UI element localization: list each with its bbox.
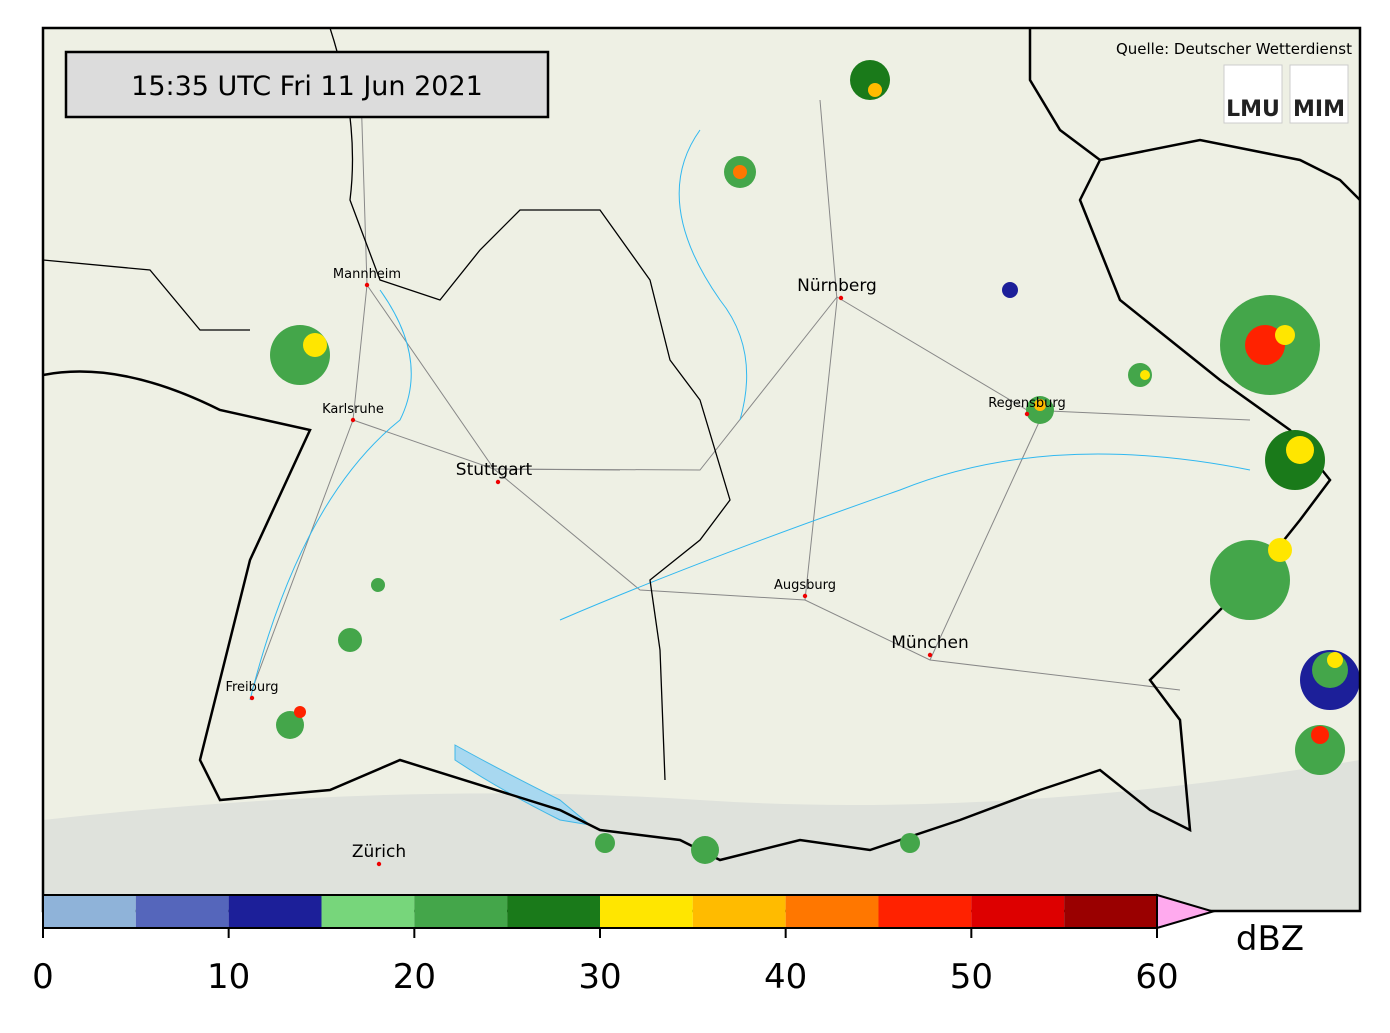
colorbar-tick-label: 60 <box>1135 957 1178 997</box>
city-dot <box>364 282 370 288</box>
colorbar-bin <box>507 895 600 928</box>
colorbar-bin <box>600 895 693 928</box>
city-dot <box>927 652 933 658</box>
logo-box <box>1289 64 1349 124</box>
alps-relief <box>43 760 1360 911</box>
logo: LMU <box>1226 97 1280 122</box>
city-dot <box>350 417 356 423</box>
city-dot <box>376 861 382 867</box>
colorbar-bin <box>971 895 1065 928</box>
colorbar-bin <box>692 895 786 928</box>
colorbar-bin <box>228 895 322 928</box>
colorbar-tick-label: 30 <box>578 957 621 997</box>
city-dot <box>838 295 844 301</box>
colorbar-tick-label: 10 <box>207 957 250 997</box>
city-dot <box>802 593 808 599</box>
rivers <box>249 129 1251 701</box>
city-label: Karlsruhe <box>322 402 384 417</box>
timestamp: 15:35 UTC Fri 11 Jun 2021 <box>131 71 483 102</box>
source-credit: Quelle: Deutscher Wetterdienst <box>1116 40 1352 58</box>
city-dot <box>249 695 255 701</box>
colorbar-tick-label: 0 <box>32 957 54 997</box>
colorbar-bin <box>1064 895 1157 928</box>
city-dot <box>1024 411 1030 417</box>
colorbar-bin <box>43 895 136 928</box>
colorbar-unit: dBZ <box>1236 919 1304 959</box>
colorbar-tick-label: 40 <box>764 957 807 997</box>
colorbar-bin <box>414 895 508 928</box>
city-label: München <box>891 633 969 653</box>
map-background <box>43 28 1360 911</box>
city-label: Freiburg <box>225 680 278 695</box>
city-label: Regensburg <box>988 396 1066 411</box>
lake-constance <box>454 744 592 826</box>
roads <box>251 59 1251 691</box>
logo-box <box>1223 64 1283 124</box>
colorbar-bin <box>135 895 229 928</box>
colorbar-tick-label: 50 <box>950 957 993 997</box>
logo: MIM <box>1293 97 1345 122</box>
colorbar-bin <box>321 895 415 928</box>
city-label: Nürnberg <box>797 276 877 296</box>
map: 15:35 UTC Fri 11 Jun 2021 Quelle: Deutsc… <box>43 28 1360 911</box>
city-dot <box>495 479 501 485</box>
city-label: Zürich <box>352 842 406 862</box>
timestamp-box <box>64 50 550 119</box>
colorbar-bin <box>878 895 972 928</box>
colorbar-bin <box>785 895 879 928</box>
city-label: Stuttgart <box>456 460 533 480</box>
colorbar-tick-label: 20 <box>393 957 436 997</box>
radar-echoes <box>270 60 1360 864</box>
borders <box>43 28 1360 862</box>
city-label: Mannheim <box>333 267 401 282</box>
city-label: Augsburg <box>774 578 836 593</box>
